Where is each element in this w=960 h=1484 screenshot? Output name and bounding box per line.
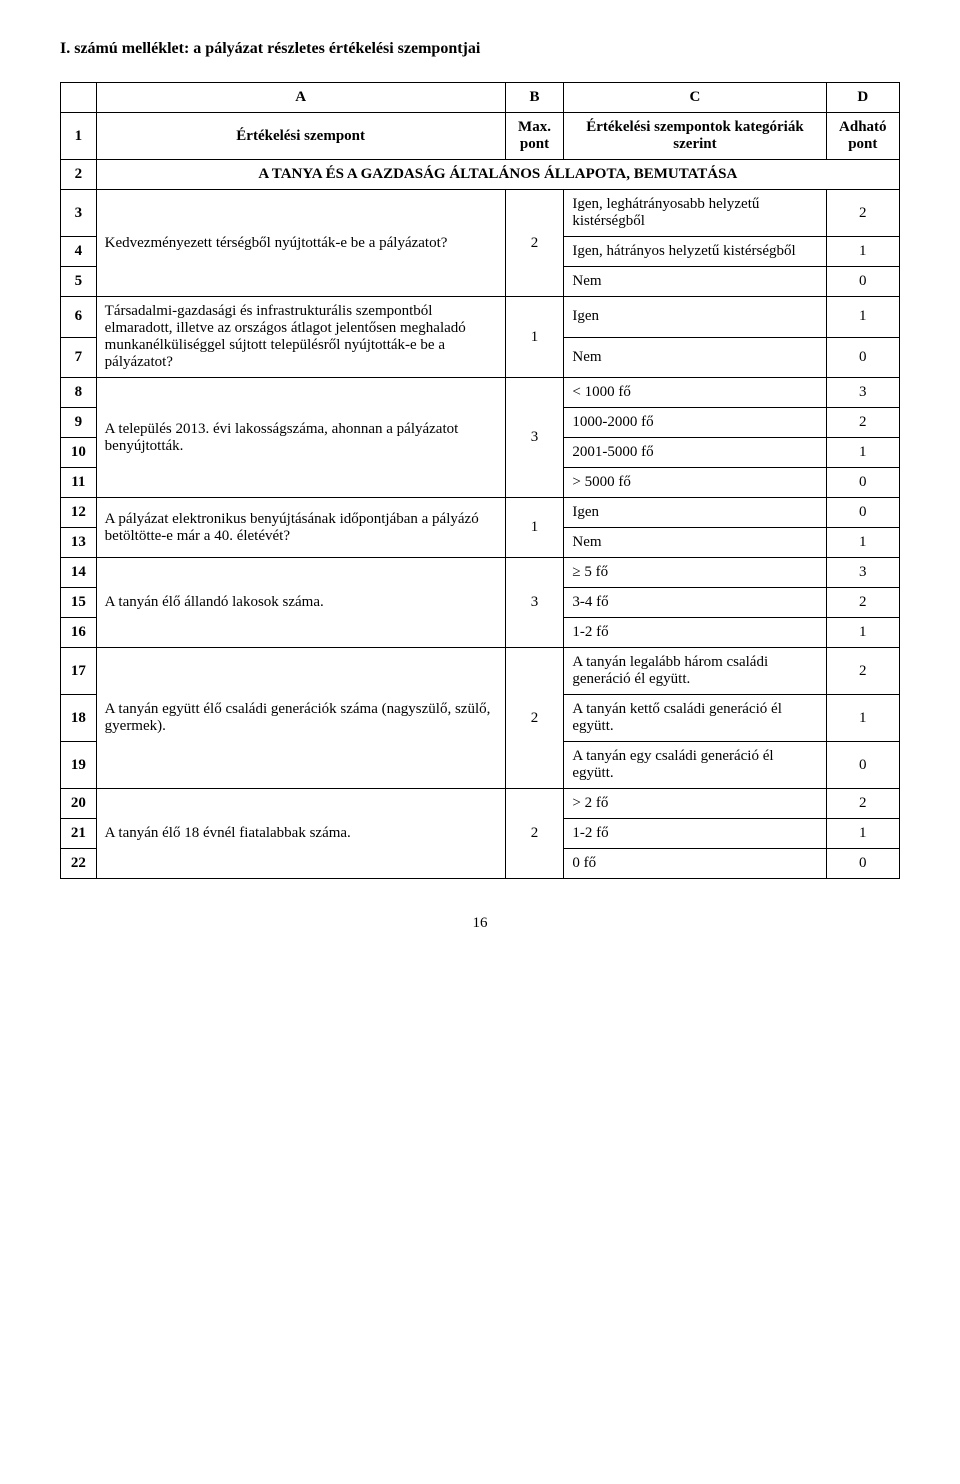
table-header-labels: 1 Értékelési szempont Max. pont Értékelé…	[61, 113, 900, 160]
table-row: 14 A tanyán élő állandó lakosok száma. 3…	[61, 558, 900, 588]
row-num: 20	[61, 789, 97, 819]
row-num: 14	[61, 558, 97, 588]
row-desc: A település 2013. évi lakosságszáma, aho…	[96, 378, 505, 498]
header-A: A	[96, 83, 505, 113]
row-num: 5	[61, 267, 97, 297]
row-crit: < 1000 fő	[564, 378, 826, 408]
row-num: 4	[61, 237, 97, 267]
row-num: 18	[61, 695, 97, 742]
row-crit: A tanyán kettő családi generáció él együ…	[564, 695, 826, 742]
row-pts: 1	[826, 695, 899, 742]
row-crit: Igen	[564, 297, 826, 338]
header-max: Max. pont	[505, 113, 564, 160]
row-crit: Igen, leghátrányosabb helyzetű kistérség…	[564, 190, 826, 237]
row-crit: Nem	[564, 528, 826, 558]
table-row: 6 Társadalmi-gazdasági és infrastrukturá…	[61, 297, 900, 338]
row-num: 10	[61, 438, 97, 468]
header-blank	[61, 83, 97, 113]
row-desc: A tanyán élő állandó lakosok száma.	[96, 558, 505, 648]
table-row: 20 A tanyán élő 18 évnél fiatalabbak szá…	[61, 789, 900, 819]
row-pts: 3	[826, 378, 899, 408]
row-max: 1	[505, 297, 564, 378]
row-crit: > 2 fő	[564, 789, 826, 819]
row-crit: > 5000 fő	[564, 468, 826, 498]
row-num: 16	[61, 618, 97, 648]
row-pts: 0	[826, 337, 899, 378]
row-pts: 2	[826, 588, 899, 618]
row-num: 3	[61, 190, 97, 237]
row-pts: 2	[826, 190, 899, 237]
row-num: 15	[61, 588, 97, 618]
row-pts: 1	[826, 819, 899, 849]
page-title: I. számú melléklet: a pályázat részletes…	[60, 40, 900, 58]
header-label: Értékelési szempont	[96, 113, 505, 160]
row-crit: Igen, hátrányos helyzetű kistérségből	[564, 237, 826, 267]
row-num: 11	[61, 468, 97, 498]
row-num: 22	[61, 849, 97, 879]
row-max: 2	[505, 648, 564, 789]
row-crit: 1-2 fő	[564, 618, 826, 648]
section-label: A TANYA ÉS A GAZDASÁG ÁLTALÁNOS ÁLLAPOTA…	[96, 160, 899, 190]
row-num: 12	[61, 498, 97, 528]
row-num: 8	[61, 378, 97, 408]
row-num: 13	[61, 528, 97, 558]
row-pts: 1	[826, 237, 899, 267]
row-pts: 2	[826, 648, 899, 695]
row-crit: Nem	[564, 337, 826, 378]
row-pts: 1	[826, 297, 899, 338]
row-num: 17	[61, 648, 97, 695]
table-row: 8 A település 2013. évi lakosságszáma, a…	[61, 378, 900, 408]
row-desc: A tanyán élő 18 évnél fiatalabbak száma.	[96, 789, 505, 879]
row-pts: 3	[826, 558, 899, 588]
row-desc: Társadalmi-gazdasági és infrastrukturáli…	[96, 297, 505, 378]
row-max: 2	[505, 190, 564, 297]
row-num: 21	[61, 819, 97, 849]
row-desc: A pályázat elektronikus benyújtásának id…	[96, 498, 505, 558]
row-num: 9	[61, 408, 97, 438]
header-B: B	[505, 83, 564, 113]
row-max: 3	[505, 558, 564, 648]
row-pts: 1	[826, 618, 899, 648]
header-crit: Értékelési szempontok kategóriák szerint	[564, 113, 826, 160]
row-pts: 2	[826, 789, 899, 819]
row-crit: 0 fő	[564, 849, 826, 879]
row-pts: 0	[826, 267, 899, 297]
row-crit: Igen	[564, 498, 826, 528]
row-desc: A tanyán együtt élő családi generációk s…	[96, 648, 505, 789]
row-max: 1	[505, 498, 564, 558]
row-pts: 0	[826, 849, 899, 879]
row-crit: A tanyán legalább három családi generáci…	[564, 648, 826, 695]
table-row: 3 Kedvezményezett térségből nyújtották-e…	[61, 190, 900, 237]
header-D: D	[826, 83, 899, 113]
row-pts: 2	[826, 408, 899, 438]
row-num: 7	[61, 337, 97, 378]
row-crit: A tanyán egy családi generáció él együtt…	[564, 742, 826, 789]
section-row: 2 A TANYA ÉS A GAZDASÁG ÁLTALÁNOS ÁLLAPO…	[61, 160, 900, 190]
row-crit: 3-4 fő	[564, 588, 826, 618]
row-crit: 1-2 fő	[564, 819, 826, 849]
section-num: 2	[61, 160, 97, 190]
header-pts: Adható pont	[826, 113, 899, 160]
row-max: 3	[505, 378, 564, 498]
row-crit: 2001-5000 fő	[564, 438, 826, 468]
header-num-1: 1	[61, 113, 97, 160]
row-pts: 0	[826, 742, 899, 789]
row-num: 19	[61, 742, 97, 789]
table-header-letters: A B C D	[61, 83, 900, 113]
page-number: 16	[60, 915, 900, 932]
row-pts: 1	[826, 528, 899, 558]
row-desc: Kedvezményezett térségből nyújtották-e b…	[96, 190, 505, 297]
row-pts: 0	[826, 468, 899, 498]
row-crit: ≥ 5 fő	[564, 558, 826, 588]
row-crit: 1000-2000 fő	[564, 408, 826, 438]
evaluation-table: A B C D 1 Értékelési szempont Max. pont …	[60, 82, 900, 879]
row-pts: 1	[826, 438, 899, 468]
row-max: 2	[505, 789, 564, 879]
table-row: 17 A tanyán együtt élő családi generáció…	[61, 648, 900, 695]
row-num: 6	[61, 297, 97, 338]
table-row: 12 A pályázat elektronikus benyújtásának…	[61, 498, 900, 528]
header-C: C	[564, 83, 826, 113]
row-crit: Nem	[564, 267, 826, 297]
row-pts: 0	[826, 498, 899, 528]
